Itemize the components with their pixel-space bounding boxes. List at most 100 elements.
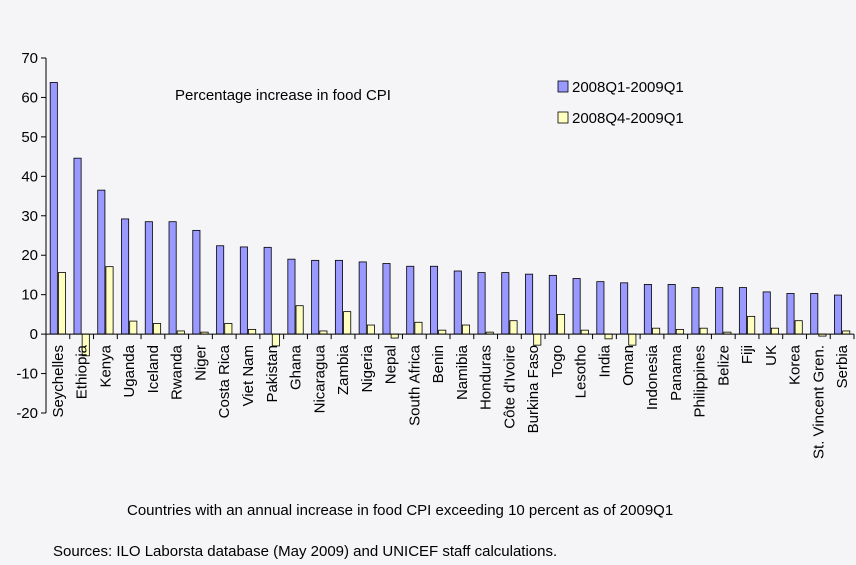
x-tick-label: Panama (668, 344, 685, 401)
x-tick-label: Iceland (145, 345, 162, 393)
y-tick-label: -10 (16, 366, 38, 383)
bar (572, 278, 581, 335)
x-tick-label: Zambia (335, 344, 352, 395)
x-tick-label: Philippines (692, 345, 709, 418)
y-tick-label: -20 (16, 405, 38, 422)
bar (548, 274, 557, 335)
x-tick-label: Pakistan (264, 345, 281, 403)
bar (343, 311, 352, 335)
bar (461, 324, 470, 335)
bar (533, 333, 542, 346)
x-tick-label: South Africa (406, 344, 423, 426)
bar (770, 327, 779, 335)
bar (557, 313, 566, 335)
bar (643, 284, 652, 335)
x-tick-label: Lesotho (573, 345, 590, 398)
bar (501, 272, 510, 335)
bar (675, 328, 684, 335)
x-tick-label: Togo (549, 345, 566, 378)
bar (239, 246, 248, 335)
chart-title: Percentage increase in food CPI (175, 87, 391, 104)
bar (786, 293, 795, 335)
legend-label: 2008Q4-2009Q1 (572, 110, 684, 127)
x-tick-label: UK (763, 345, 780, 366)
bar (248, 328, 257, 335)
bar (287, 258, 296, 335)
bar (580, 329, 589, 335)
x-tick-label: Nicaragua (311, 344, 328, 413)
x-tick-label: Ghana (288, 344, 305, 390)
x-tick-label: Benin (430, 345, 447, 383)
x-tick-label: Niger (192, 345, 209, 381)
legend-swatch (557, 80, 569, 93)
x-tick-label: Viet Nam (240, 345, 257, 406)
bar (453, 270, 462, 335)
bar (414, 321, 423, 335)
x-tick-label: Honduras (478, 345, 495, 410)
y-tick-label: 30 (21, 208, 38, 225)
x-tick-label: Kenya (97, 344, 114, 387)
bar (263, 246, 272, 335)
bar (738, 287, 747, 335)
source-note: Sources: ILO Laborsta database (May 2009… (53, 543, 558, 560)
bar (691, 287, 700, 335)
x-tick-label: Ethiopia (74, 344, 91, 399)
bar (97, 189, 106, 335)
bar (144, 221, 153, 335)
bar (105, 266, 114, 335)
bar (715, 287, 724, 335)
bar (295, 305, 304, 335)
bar (311, 259, 320, 335)
y-tick-label: 10 (21, 287, 38, 304)
bar (224, 323, 233, 335)
bar (73, 157, 82, 335)
bar (810, 293, 819, 335)
bar (366, 324, 375, 335)
x-tick-label: Belize (715, 345, 732, 386)
bar (667, 284, 676, 335)
bar (216, 245, 225, 335)
bar (57, 272, 66, 335)
y-tick-label: 60 (21, 89, 38, 106)
x-tick-label: Costa Rica (216, 344, 233, 418)
bar (628, 333, 637, 346)
bar (620, 282, 629, 335)
bar (49, 82, 58, 335)
bar (271, 333, 280, 347)
y-tick-label: 20 (21, 247, 38, 264)
bar (652, 327, 661, 335)
bar (699, 327, 708, 335)
bar (477, 272, 486, 335)
bar (430, 265, 439, 335)
legend-label: 2008Q1-2009Q1 (572, 79, 684, 96)
x-tick-label: Nepal (383, 345, 400, 384)
bar (438, 329, 447, 335)
x-tick-label: Oman (620, 345, 637, 386)
y-tick-label: 70 (21, 50, 38, 67)
x-axis-label: Countries with an annual increase in foo… (127, 502, 674, 519)
legend-swatch (557, 111, 569, 124)
bar (334, 259, 343, 335)
bar (762, 291, 771, 335)
x-tick-label: Côte d'Ivoire (501, 345, 518, 429)
bar (129, 320, 138, 335)
x-tick-label: Indonesia (644, 344, 661, 410)
x-tick-label: Uganda (121, 344, 138, 397)
x-tick-label: St. Vincent Gren. (810, 345, 827, 459)
y-tick-label: 50 (21, 129, 38, 146)
x-tick-label: Korea (787, 344, 804, 385)
bar (834, 294, 843, 335)
x-tick-label: Nigeria (359, 344, 376, 392)
y-tick-label: 40 (21, 168, 38, 185)
bar (390, 333, 399, 339)
bar (406, 265, 415, 335)
x-tick-label: Burkina Faso (525, 345, 542, 433)
bar (153, 323, 162, 335)
bar (382, 263, 391, 335)
bar (192, 229, 201, 335)
bar (525, 273, 534, 335)
bar (604, 333, 613, 340)
bar (168, 221, 177, 335)
